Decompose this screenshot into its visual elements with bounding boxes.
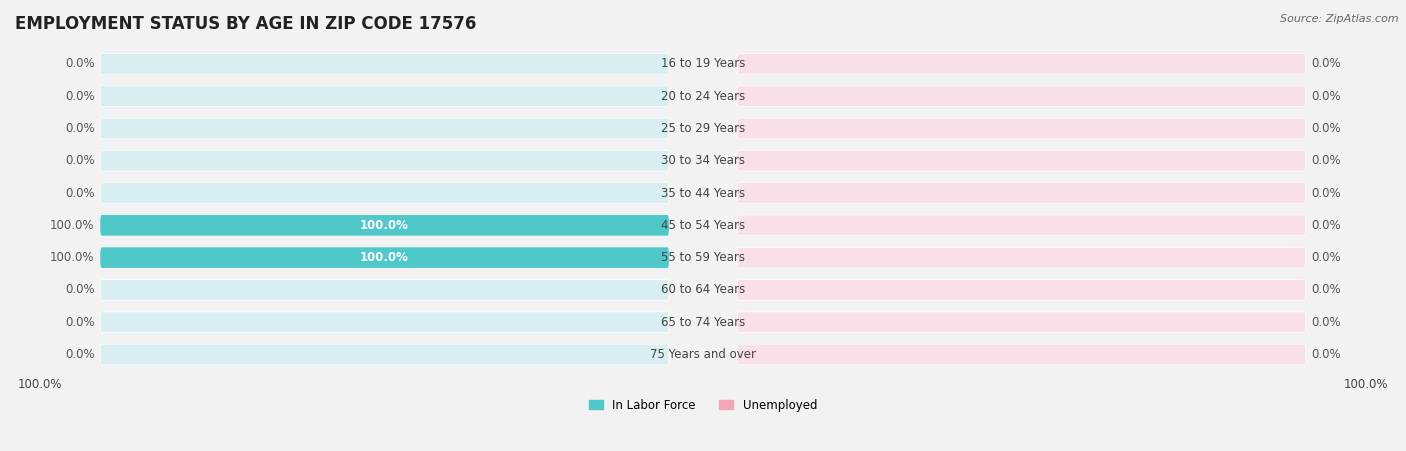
- Text: 100.0%: 100.0%: [1344, 378, 1388, 391]
- Text: 0.0%: 0.0%: [65, 187, 94, 199]
- FancyBboxPatch shape: [100, 215, 669, 236]
- Legend: In Labor Force, Unemployed: In Labor Force, Unemployed: [583, 394, 823, 416]
- FancyBboxPatch shape: [737, 280, 1306, 300]
- Text: 30 to 34 Years: 30 to 34 Years: [661, 154, 745, 167]
- FancyBboxPatch shape: [100, 215, 669, 236]
- Text: 0.0%: 0.0%: [65, 57, 94, 70]
- Text: 0.0%: 0.0%: [1312, 219, 1341, 232]
- Text: 0.0%: 0.0%: [1312, 251, 1341, 264]
- Text: 0.0%: 0.0%: [1312, 348, 1341, 361]
- Text: 0.0%: 0.0%: [65, 90, 94, 103]
- FancyBboxPatch shape: [737, 54, 1306, 74]
- FancyBboxPatch shape: [100, 247, 669, 268]
- FancyBboxPatch shape: [737, 344, 1306, 365]
- Text: 0.0%: 0.0%: [1312, 122, 1341, 135]
- Text: 100.0%: 100.0%: [360, 251, 409, 264]
- Text: 0.0%: 0.0%: [1312, 316, 1341, 329]
- Text: 65 to 74 Years: 65 to 74 Years: [661, 316, 745, 329]
- Text: 0.0%: 0.0%: [1312, 187, 1341, 199]
- Text: 0.0%: 0.0%: [65, 316, 94, 329]
- Text: 100.0%: 100.0%: [51, 251, 94, 264]
- FancyBboxPatch shape: [100, 183, 669, 203]
- Text: Source: ZipAtlas.com: Source: ZipAtlas.com: [1281, 14, 1399, 23]
- Text: 0.0%: 0.0%: [1312, 154, 1341, 167]
- FancyBboxPatch shape: [100, 54, 669, 74]
- FancyBboxPatch shape: [100, 344, 669, 365]
- Text: 100.0%: 100.0%: [360, 219, 409, 232]
- Text: 25 to 29 Years: 25 to 29 Years: [661, 122, 745, 135]
- FancyBboxPatch shape: [100, 118, 669, 139]
- FancyBboxPatch shape: [737, 183, 1306, 203]
- FancyBboxPatch shape: [737, 312, 1306, 332]
- FancyBboxPatch shape: [100, 86, 669, 106]
- Text: 100.0%: 100.0%: [18, 378, 62, 391]
- Text: 20 to 24 Years: 20 to 24 Years: [661, 90, 745, 103]
- Text: 60 to 64 Years: 60 to 64 Years: [661, 283, 745, 296]
- FancyBboxPatch shape: [737, 86, 1306, 106]
- Text: 75 Years and over: 75 Years and over: [650, 348, 756, 361]
- FancyBboxPatch shape: [737, 151, 1306, 171]
- FancyBboxPatch shape: [737, 247, 1306, 268]
- FancyBboxPatch shape: [100, 151, 669, 171]
- Text: 0.0%: 0.0%: [65, 283, 94, 296]
- FancyBboxPatch shape: [100, 247, 669, 268]
- FancyBboxPatch shape: [100, 312, 669, 332]
- FancyBboxPatch shape: [100, 280, 669, 300]
- Text: 100.0%: 100.0%: [51, 219, 94, 232]
- Text: 0.0%: 0.0%: [65, 348, 94, 361]
- Text: 0.0%: 0.0%: [65, 154, 94, 167]
- Text: 16 to 19 Years: 16 to 19 Years: [661, 57, 745, 70]
- FancyBboxPatch shape: [737, 215, 1306, 236]
- Text: 0.0%: 0.0%: [1312, 90, 1341, 103]
- FancyBboxPatch shape: [737, 118, 1306, 139]
- Text: 0.0%: 0.0%: [65, 122, 94, 135]
- Text: 35 to 44 Years: 35 to 44 Years: [661, 187, 745, 199]
- Text: 0.0%: 0.0%: [1312, 283, 1341, 296]
- Text: 0.0%: 0.0%: [1312, 57, 1341, 70]
- Text: EMPLOYMENT STATUS BY AGE IN ZIP CODE 17576: EMPLOYMENT STATUS BY AGE IN ZIP CODE 175…: [15, 15, 477, 33]
- Text: 45 to 54 Years: 45 to 54 Years: [661, 219, 745, 232]
- Text: 55 to 59 Years: 55 to 59 Years: [661, 251, 745, 264]
